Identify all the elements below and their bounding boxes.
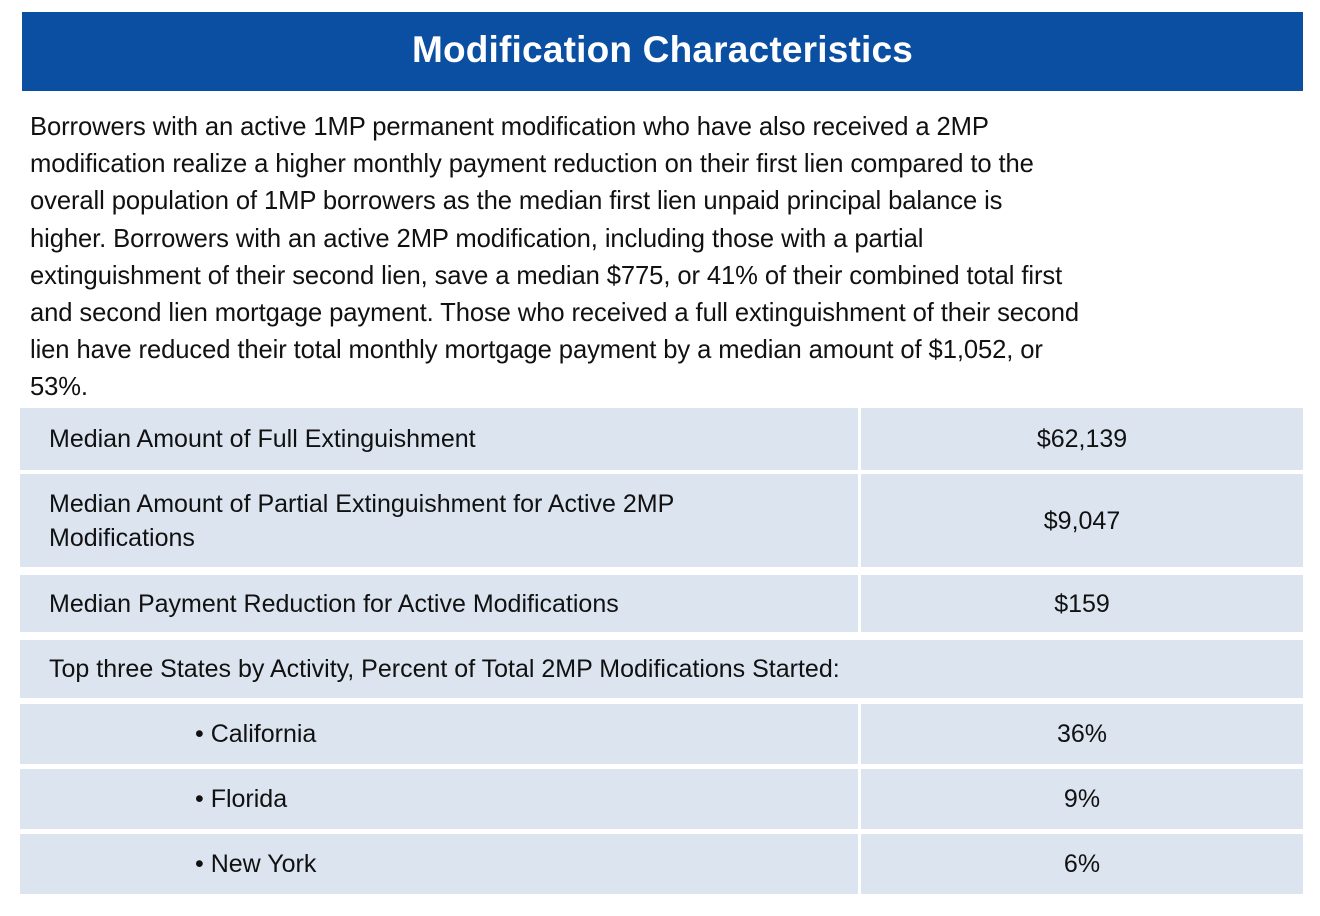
row-label-line: Median Amount of Partial Extinguishment … (49, 489, 675, 518)
table-row: Median Amount of Full Extinguishment $62… (20, 408, 1303, 470)
table-row: • New York 6% (20, 834, 1303, 894)
table-row: Median Amount of Partial Extinguishment … (20, 474, 1303, 567)
row-value: 36% (861, 704, 1303, 764)
intro-line: modification realize a higher monthly pa… (30, 150, 1034, 179)
section-title: Modification Characteristics (411, 28, 914, 70)
row-value: $62,139 (861, 408, 1303, 470)
intro-paragraph: Borrowers with an active 1MP permanent m… (30, 109, 1318, 407)
row-value: 9% (861, 769, 1303, 829)
table-row: Median Payment Reduction for Active Modi… (20, 575, 1303, 632)
row-label: • New York (20, 834, 858, 894)
row-label-wide: Top three States by Activity, Percent of… (20, 640, 1303, 698)
row-label: Median Amount of Partial Extinguishment … (20, 474, 858, 567)
intro-line: 53%. (30, 373, 88, 402)
row-label: • Florida (20, 769, 858, 829)
row-value: $159 (861, 575, 1303, 632)
row-value: $9,047 (861, 474, 1303, 567)
table-row: • Florida 9% (20, 769, 1303, 829)
row-label: Median Payment Reduction for Active Modi… (20, 575, 858, 632)
row-label: Median Amount of Full Extinguishment (20, 408, 858, 470)
section-header: Modification Characteristics (22, 12, 1303, 91)
intro-line: extinguishment of their second lien, sav… (30, 261, 1063, 290)
intro-line: and second lien mortgage payment. Those … (30, 299, 1080, 328)
intro-line: overall population of 1MP borrowers as t… (30, 187, 1003, 216)
row-label: • California (20, 704, 858, 764)
intro-line: lien have reduced their total monthly mo… (30, 336, 1043, 365)
table-row: • California 36% (20, 704, 1303, 764)
intro-line: Borrowers with an active 1MP permanent m… (30, 113, 989, 141)
table-row: Top three States by Activity, Percent of… (20, 640, 1303, 698)
row-value: 6% (861, 834, 1303, 894)
row-label-line: Modifications (49, 523, 195, 552)
intro-line: higher. Borrowers with an active 2MP mod… (30, 224, 924, 253)
